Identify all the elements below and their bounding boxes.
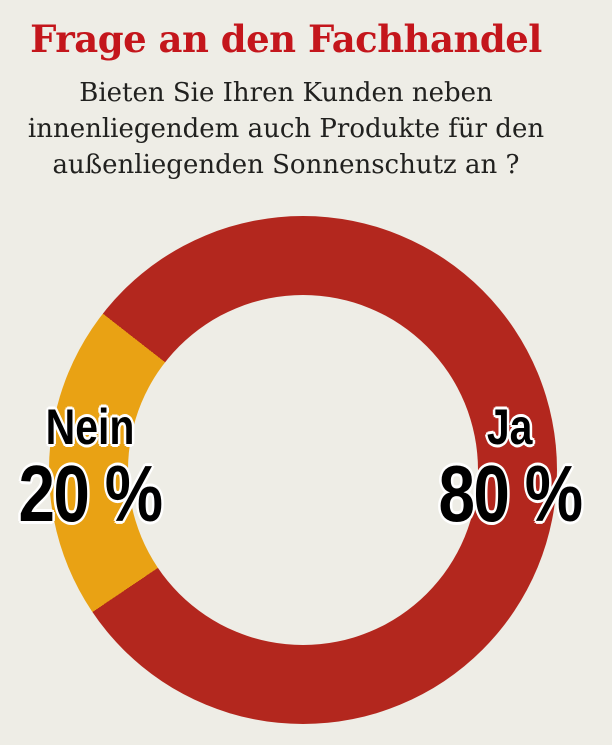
slice-label-nein-name: Nein [45,399,135,455]
header: Frage an den Fachhandel Bieten Sie Ihren… [0,0,572,183]
question-line-3: außenliegenden Sonnenschutz an ? [52,150,520,180]
question-line-1: Bieten Sie Ihren Kunden neben [79,78,493,108]
donut-chart [49,216,557,724]
slice-label-ja-name: Ja [487,399,533,455]
slice-label-nein-value: 20 % [18,449,164,538]
slice-label-nein: Nein 20 % [3,399,177,538]
donut-hole [128,295,478,645]
slice-label-ja: Ja 80 % [423,399,597,538]
question-line-2: innenliegendem auch Produkte für den [27,114,545,144]
slice-label-ja-value: 80 % [438,449,584,538]
question-text: Bieten Sie Ihren Kunden neben innenliege… [0,75,572,183]
page-title: Frage an den Fachhandel [30,17,542,61]
